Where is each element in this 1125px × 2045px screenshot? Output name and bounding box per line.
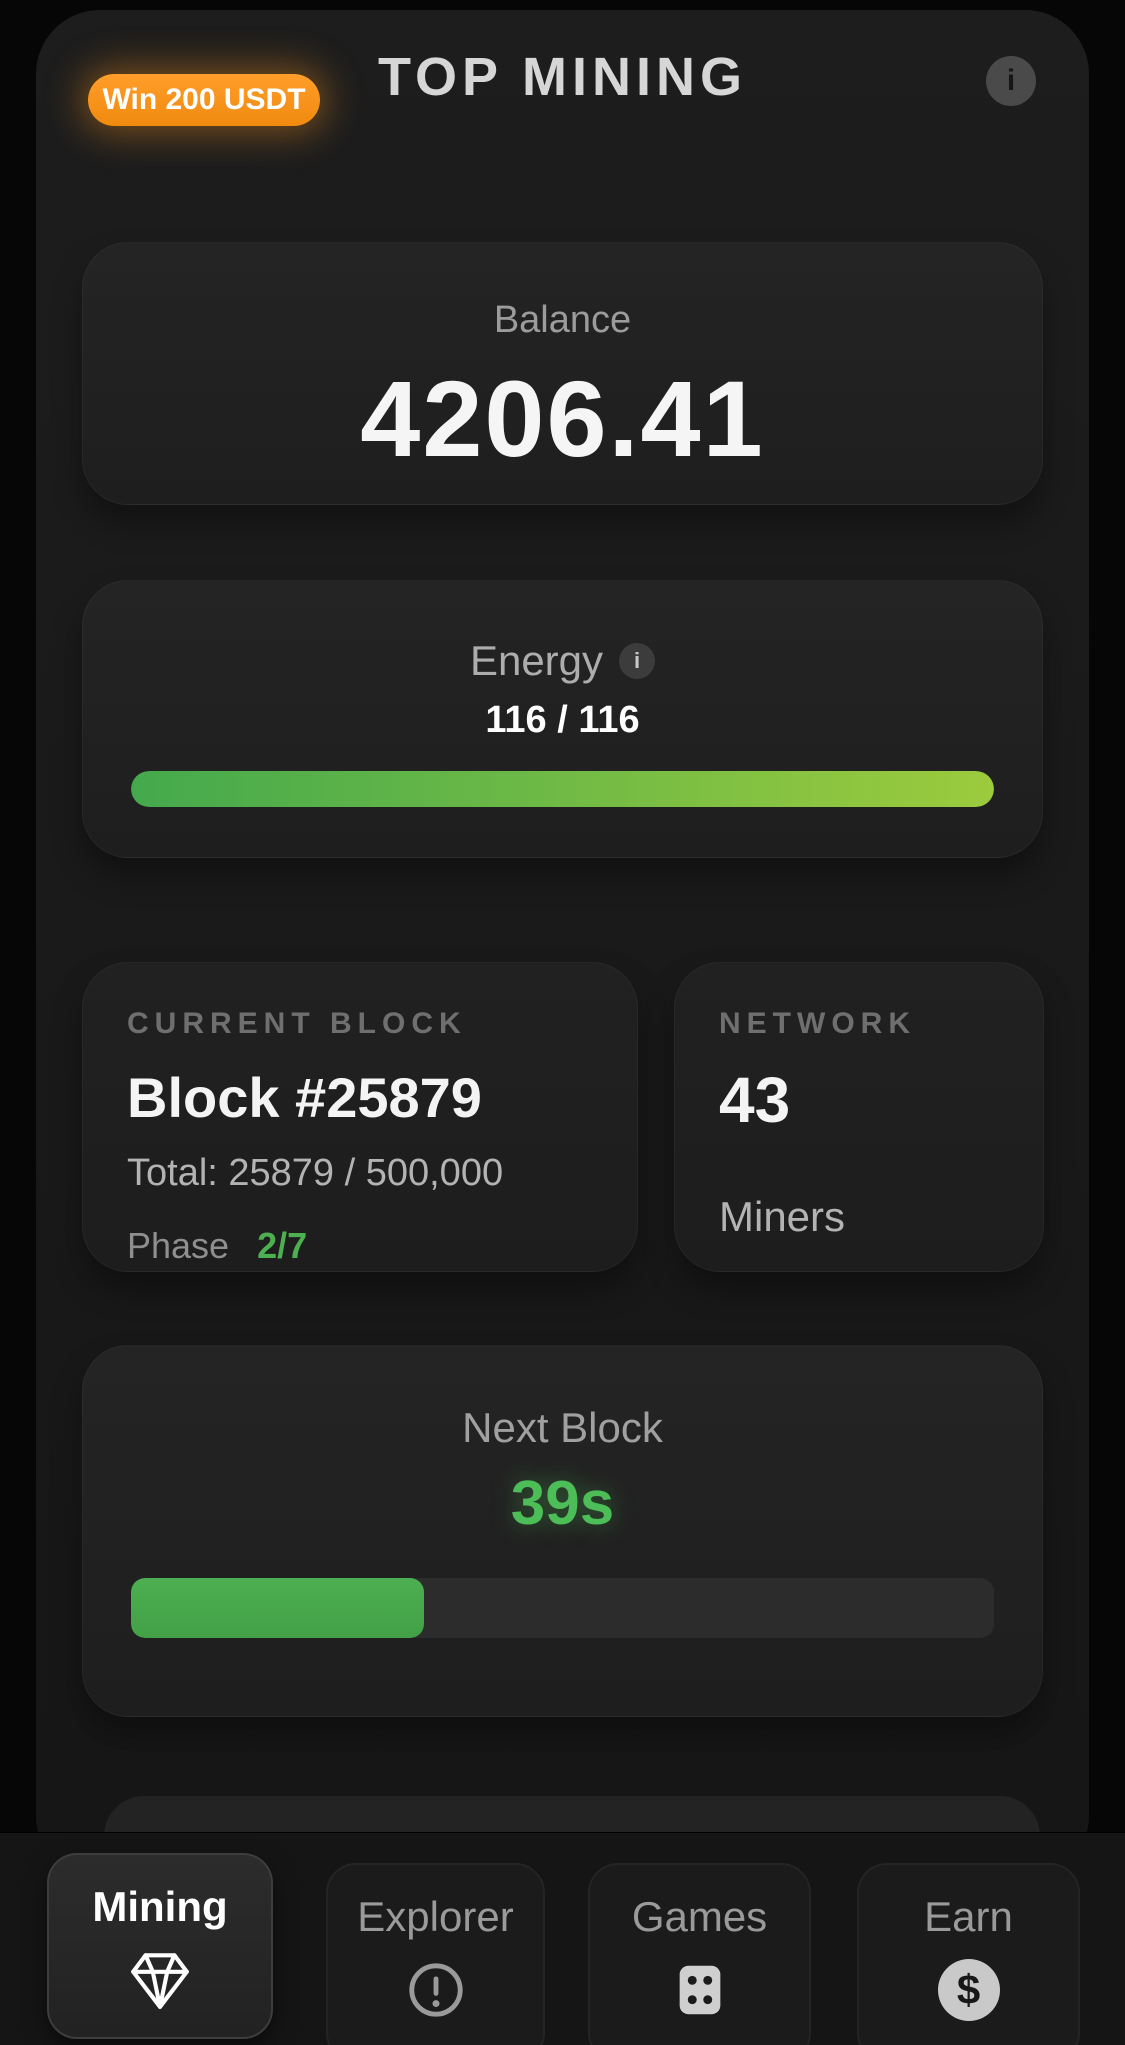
current-block-total: Total: 25879 / 500,000 <box>127 1152 504 1194</box>
network-label: NETWORK <box>719 1007 916 1040</box>
current-block-card: CURRENT BLOCK Block #25879 Total: 25879 … <box>82 962 638 1272</box>
energy-info-icon[interactable]: i <box>619 643 656 679</box>
energy-label: Energy <box>469 637 604 684</box>
diamond-icon <box>49 1949 271 2011</box>
nav-tab-explorer-label: Explorer <box>357 1893 514 1940</box>
next-block-label: Next Block <box>462 1404 663 1451</box>
next-block-card: Next Block 39s <box>82 1345 1043 1717</box>
dice-icon <box>590 1959 809 2021</box>
balance-value: 4206.41 <box>360 358 765 479</box>
nav-tab-mining[interactable]: Mining <box>47 1853 273 2039</box>
nav-tab-games-label: Games <box>631 1893 768 1940</box>
next-block-progress-fill <box>131 1578 425 1638</box>
nav-tab-explorer[interactable]: Explorer <box>326 1863 545 2045</box>
network-value: 43 <box>719 1064 791 1136</box>
phase-label: Phase <box>127 1225 230 1266</box>
energy-card: Energy i 116 / 116 <box>82 580 1043 858</box>
network-card: NETWORK 43 Miners <box>674 962 1044 1272</box>
dollar-icon: $ <box>859 1959 1078 2021</box>
energy-progress-fill <box>131 771 994 807</box>
nav-tab-earn[interactable]: Earn $ <box>857 1863 1080 2045</box>
promo-badge[interactable]: Win 200 USDT <box>88 74 320 126</box>
bottom-nav: Mining Explorer Games <box>0 1832 1125 2045</box>
nav-tab-games[interactable]: Games <box>588 1863 811 2045</box>
energy-progress-track <box>131 771 994 807</box>
network-sublabel: Miners <box>719 1193 846 1240</box>
page-title: TOP MINING <box>377 47 748 107</box>
nav-tab-mining-label: Mining <box>92 1883 228 1930</box>
alert-circle-icon <box>328 1959 543 2021</box>
phase-value: 2/7 <box>257 1225 308 1266</box>
info-icon[interactable]: i <box>986 56 1036 106</box>
balance-label: Balance <box>493 299 632 341</box>
next-block-progress-track <box>131 1578 994 1638</box>
current-block-title: Block #25879 <box>127 1066 482 1129</box>
next-block-countdown: 39s <box>510 1469 615 1538</box>
energy-value: 116 / 116 <box>485 699 640 741</box>
current-block-label: CURRENT BLOCK <box>127 1007 467 1040</box>
app-container: Win 200 USDT TOP MINING i Balance 4206.4… <box>36 10 1089 1880</box>
promo-badge-label: Win 200 USDT <box>102 83 306 116</box>
balance-card: Balance 4206.41 <box>82 242 1043 505</box>
nav-tab-earn-label: Earn <box>924 1893 1013 1940</box>
